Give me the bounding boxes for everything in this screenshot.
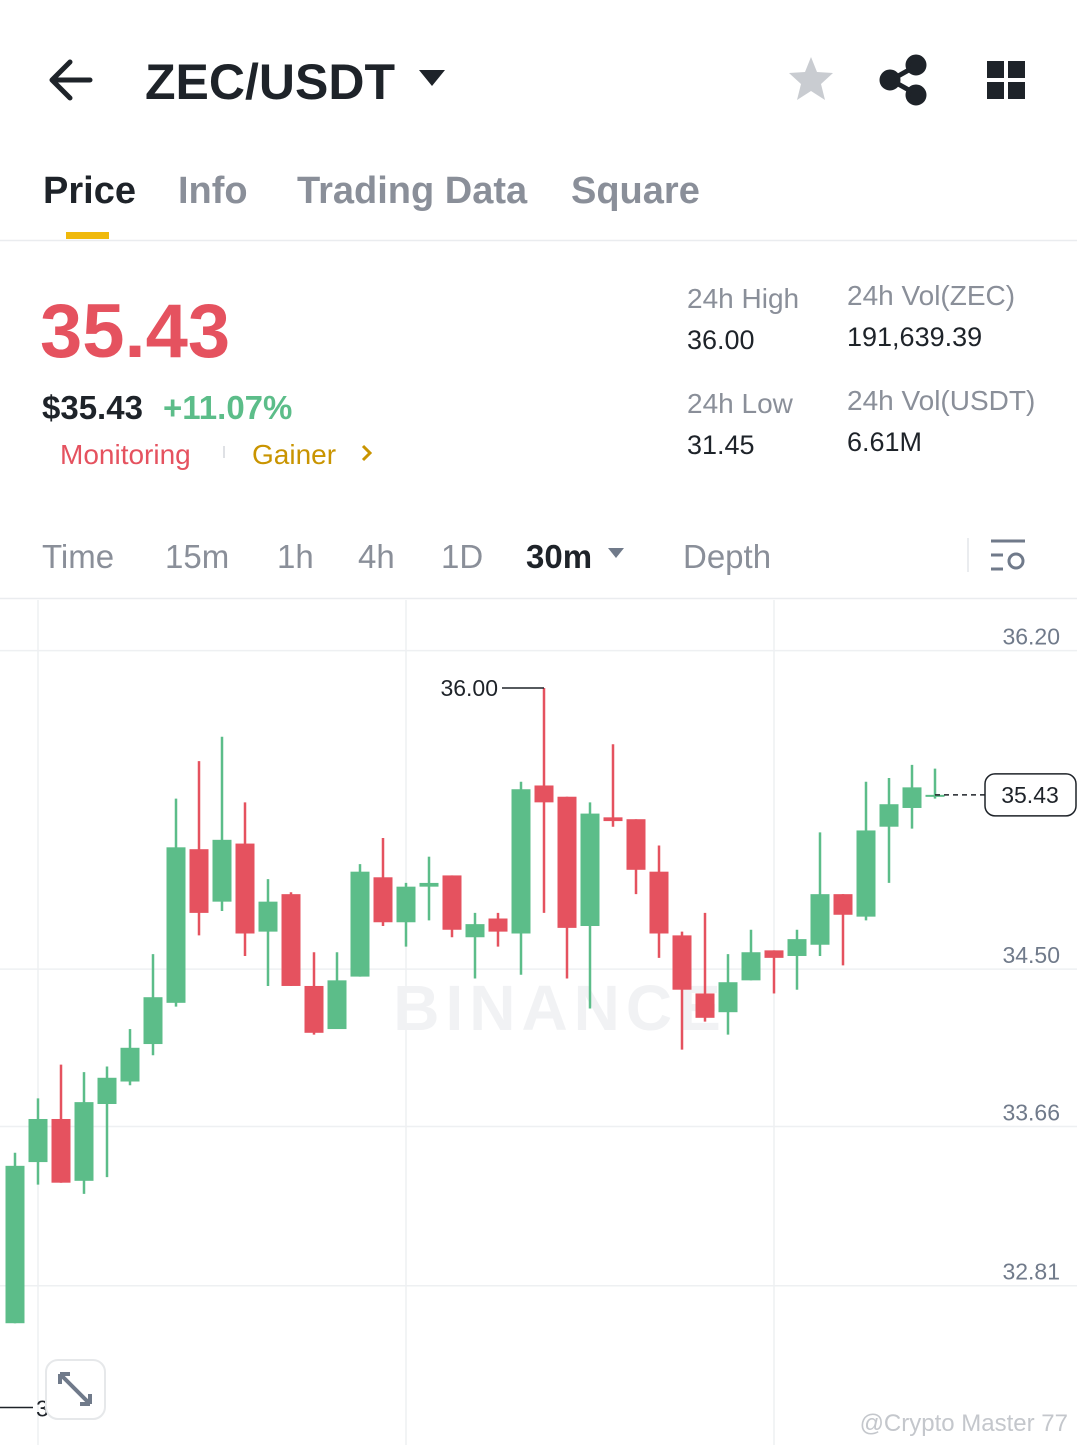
candle-body <box>143 997 163 1045</box>
pair-title[interactable]: ZEC/USDT <box>145 54 395 110</box>
back-button[interactable] <box>49 59 93 101</box>
interval[interactable]: 1D <box>441 538 483 575</box>
tab[interactable]: Info <box>178 170 248 212</box>
candle-body <box>511 789 531 934</box>
price-change: +11.07% <box>163 389 292 426</box>
candle-body <box>856 830 876 917</box>
interval[interactable]: Depth <box>683 538 771 575</box>
last-price-label: 35.43 <box>1001 782 1059 808</box>
candle-body <box>304 985 324 1033</box>
y-tick-label: 33.66 <box>1002 1099 1060 1125</box>
candle-body <box>235 843 255 934</box>
tab[interactable]: Price <box>43 170 136 212</box>
candle-body <box>534 785 554 803</box>
candle-body <box>258 901 278 932</box>
candle-body <box>879 804 899 827</box>
tag[interactable]: Gainer <box>252 439 336 470</box>
interval[interactable]: 1h <box>277 538 314 575</box>
menu-grid[interactable] <box>987 61 1025 99</box>
candle-body <box>120 1047 140 1082</box>
candle-body <box>396 886 416 923</box>
tab-indicator <box>66 232 109 239</box>
stat-label: 24h Low <box>687 388 794 419</box>
candle-body <box>810 894 830 945</box>
stat-value: 191,639.39 <box>847 322 982 352</box>
candle-body <box>557 796 577 928</box>
credit: @Crypto Master 77 <box>860 1410 1068 1437</box>
interval-dropdown[interactable] <box>608 548 624 558</box>
candle-body <box>833 894 853 915</box>
interval[interactable]: Time <box>42 538 114 575</box>
candle-body <box>741 952 761 981</box>
candle-body <box>718 982 738 1013</box>
stat-label: 24h High <box>687 283 799 314</box>
candle-body <box>5 1165 25 1324</box>
candle-body <box>327 980 347 1030</box>
candle-body <box>603 817 623 822</box>
favorite-star[interactable] <box>789 57 833 100</box>
candle-body <box>373 877 393 923</box>
candle-body <box>442 875 462 930</box>
stat-label: 24h Vol(ZEC) <box>847 280 1015 311</box>
watermark: BINANCE <box>393 972 727 1044</box>
interval[interactable]: 4h <box>358 538 395 575</box>
candle-body <box>97 1077 117 1105</box>
candle-body <box>580 813 600 927</box>
share-button[interactable] <box>879 54 927 106</box>
interval[interactable]: 15m <box>165 538 229 575</box>
tag[interactable]: Monitoring <box>60 439 191 470</box>
stat-value: 6.61M <box>847 427 922 457</box>
usd-price: $35.43 <box>42 389 143 426</box>
tab[interactable]: Trading Data <box>297 170 528 212</box>
candle-body <box>51 1118 71 1183</box>
candle-body <box>350 871 370 977</box>
y-tick-label: 32.81 <box>1002 1259 1060 1285</box>
candle-body <box>419 882 439 887</box>
candle-body <box>902 787 922 808</box>
candle-body <box>189 849 209 913</box>
stat-value: 31.45 <box>687 430 755 460</box>
y-tick-label: 34.50 <box>1002 942 1060 968</box>
candle-body <box>28 1118 48 1163</box>
candle-body <box>787 939 807 956</box>
candle-body <box>626 819 646 870</box>
y-tick-label: 36.20 <box>1002 624 1060 650</box>
candle-body <box>465 924 485 938</box>
candle-body <box>764 950 784 958</box>
candle-body <box>166 847 186 1003</box>
candle-body <box>212 839 232 902</box>
candle-body <box>925 794 945 797</box>
tag-chevron[interactable] <box>361 444 373 462</box>
stat-value: 36.00 <box>687 325 755 355</box>
candle-body <box>488 918 508 932</box>
candle-body <box>649 871 669 934</box>
high-marker-label: 36.00 <box>440 675 498 701</box>
candle-body <box>672 935 692 990</box>
fullscreen-button[interactable] <box>45 1359 106 1420</box>
candle-body <box>281 894 301 986</box>
last-price: 35.43 <box>40 289 230 374</box>
tab[interactable]: Square <box>571 170 700 212</box>
stat-label: 24h Vol(USDT) <box>847 385 1035 416</box>
interval-active[interactable]: 30m <box>526 538 592 575</box>
chart-settings[interactable] <box>991 539 1025 571</box>
time-grid <box>37 600 775 1445</box>
pair-dropdown[interactable] <box>419 70 445 86</box>
candle-body <box>74 1102 94 1181</box>
candle-body <box>695 993 715 1018</box>
last-price-box <box>984 773 1077 817</box>
